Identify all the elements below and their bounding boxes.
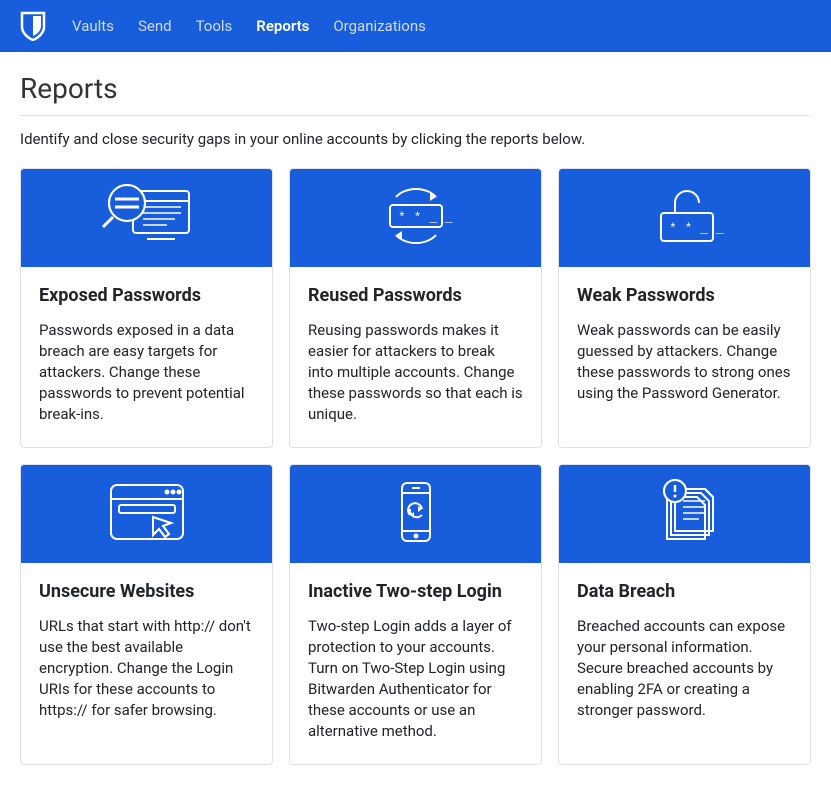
card-title: Data Breach <box>577 581 792 602</box>
page-subtitle: Identify and close security gaps in your… <box>20 130 811 148</box>
card-description: Passwords exposed in a data breach are e… <box>39 320 254 425</box>
navbar: Vaults Send Tools Reports Organizations <box>0 0 831 52</box>
lock-password-icon: * * _ _ <box>635 177 735 259</box>
card-inactive-2fa[interactable]: Inactive Two-step Login Two-step Login a… <box>289 464 542 765</box>
magnify-monitor-icon <box>97 177 197 259</box>
card-header <box>21 169 272 267</box>
card-description: Weak passwords can be easily guessed by … <box>577 320 792 404</box>
card-header <box>290 465 541 563</box>
card-title: Weak Passwords <box>577 285 792 306</box>
card-header <box>559 465 810 563</box>
card-header: * * _ _ <box>559 169 810 267</box>
brand-logo-icon[interactable] <box>20 11 46 41</box>
nav-links: Vaults Send Tools Reports Organizations <box>72 17 426 35</box>
card-body: Exposed Passwords Passwords exposed in a… <box>21 267 272 447</box>
card-header <box>21 465 272 563</box>
alert-document-icon <box>635 473 735 555</box>
card-description: Breached accounts can expose your person… <box>577 616 792 721</box>
nav-link-organizations[interactable]: Organizations <box>333 17 426 35</box>
card-weak-passwords[interactable]: * * _ _ Weak Passwords Weak passwords ca… <box>558 168 811 448</box>
card-description: URLs that start with http:// don't use t… <box>39 616 254 721</box>
card-description: Reusing passwords makes it easier for at… <box>308 320 523 425</box>
svg-text:* * _ _: * * _ _ <box>398 210 453 225</box>
card-body: Inactive Two-step Login Two-step Login a… <box>290 563 541 764</box>
card-exposed-passwords[interactable]: Exposed Passwords Passwords exposed in a… <box>20 168 273 448</box>
card-title: Unsecure Websites <box>39 581 254 602</box>
card-body: Weak Passwords Weak passwords can be eas… <box>559 267 810 426</box>
card-body: Data Breach Breached accounts can expose… <box>559 563 810 743</box>
card-description: Two-step Login adds a layer of protectio… <box>308 616 523 742</box>
card-body: Reused Passwords Reusing passwords makes… <box>290 267 541 447</box>
svg-text:* * _ _: * * _ _ <box>669 221 724 236</box>
nav-link-reports[interactable]: Reports <box>256 17 309 35</box>
report-cards-grid: Exposed Passwords Passwords exposed in a… <box>20 168 811 765</box>
card-data-breach[interactable]: Data Breach Breached accounts can expose… <box>558 464 811 765</box>
nav-link-send[interactable]: Send <box>138 17 172 35</box>
browser-cursor-icon <box>97 473 197 555</box>
card-body: Unsecure Websites URLs that start with h… <box>21 563 272 743</box>
nav-link-vaults[interactable]: Vaults <box>72 17 114 35</box>
card-header: * * _ _ <box>290 169 541 267</box>
content: Reports Identify and close security gaps… <box>0 52 831 795</box>
page-title: Reports <box>20 72 811 116</box>
phone-sync-icon <box>366 473 466 555</box>
card-title: Reused Passwords <box>308 285 523 306</box>
card-title: Exposed Passwords <box>39 285 254 306</box>
card-unsecure-websites[interactable]: Unsecure Websites URLs that start with h… <box>20 464 273 765</box>
rotate-password-icon: * * _ _ <box>366 177 466 259</box>
card-reused-passwords[interactable]: * * _ _ Reused Passwords Reusing passwor… <box>289 168 542 448</box>
card-title: Inactive Two-step Login <box>308 581 523 602</box>
nav-link-tools[interactable]: Tools <box>196 17 233 35</box>
